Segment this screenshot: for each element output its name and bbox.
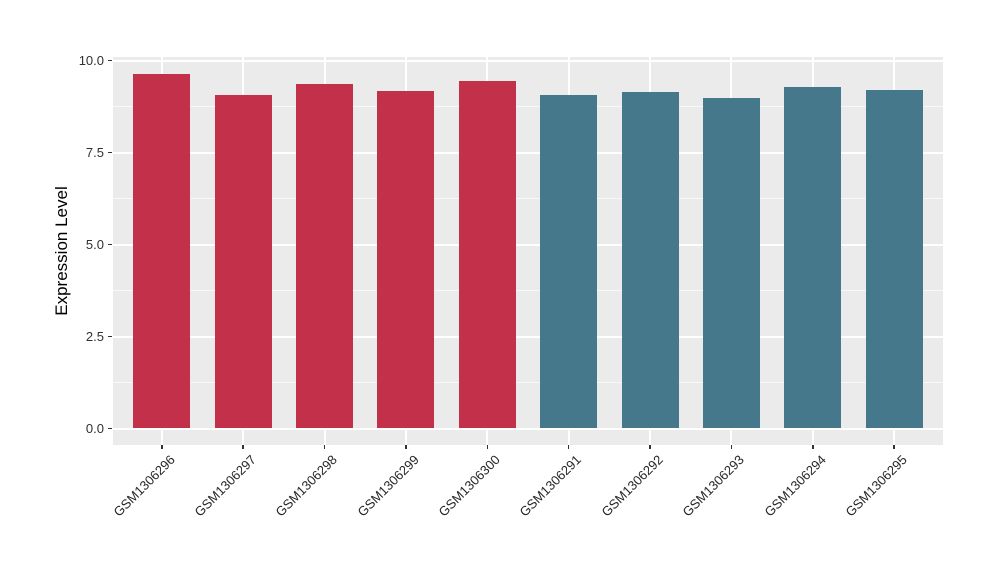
x-tick-mark xyxy=(649,445,651,449)
y-tick-label: 2.5 xyxy=(85,329,104,344)
chart-panel xyxy=(113,57,943,445)
bar-GSM1306295 xyxy=(865,89,923,429)
x-tick-mark xyxy=(567,445,570,449)
x-tick-mark xyxy=(323,445,326,449)
x-tick-label: GSM1306295 xyxy=(842,452,910,520)
gridline-horizontal-major xyxy=(113,243,943,246)
x-tick-mark xyxy=(812,445,814,449)
y-tick-label: 10.0 xyxy=(78,53,104,68)
x-tick-label: GSM1306297 xyxy=(191,452,259,520)
gridline-horizontal-major xyxy=(113,151,943,154)
y-tick-label: 7.5 xyxy=(85,145,104,160)
x-tick-label: GSM1306299 xyxy=(354,452,422,520)
gridline-horizontal-minor xyxy=(113,198,943,199)
bar-GSM1306291 xyxy=(540,95,598,429)
gridline-horizontal-major xyxy=(113,335,943,338)
x-tick-mark xyxy=(242,445,244,449)
bar-GSM1306293 xyxy=(702,97,760,429)
y-tick-mark xyxy=(108,59,112,62)
x-tick-label: GSM1306298 xyxy=(272,452,341,520)
gridline-horizontal-major xyxy=(113,59,943,62)
gridline-horizontal-major xyxy=(113,427,943,430)
y-tick-mark xyxy=(108,335,112,338)
x-tick-label: GSM1306294 xyxy=(761,452,829,520)
x-tick-label: GSM1306300 xyxy=(435,452,503,520)
y-tick-mark xyxy=(108,427,112,430)
y-tick-mark xyxy=(108,151,112,154)
bar-GSM1306300 xyxy=(458,81,516,429)
y-tick-mark xyxy=(108,243,112,246)
bar-GSM1306292 xyxy=(621,92,679,429)
bar-GSM1306297 xyxy=(214,95,272,429)
gridline-horizontal-minor xyxy=(113,382,943,383)
x-tick-label: GSM1306293 xyxy=(679,452,748,520)
x-tick-label: GSM1306292 xyxy=(598,452,666,520)
x-tick-mark xyxy=(405,445,407,449)
gridline-horizontal-minor xyxy=(113,106,943,107)
x-tick-mark xyxy=(893,445,895,449)
x-tick-mark xyxy=(730,445,733,449)
x-tick-label: GSM1306291 xyxy=(516,452,585,520)
bar-GSM1306298 xyxy=(296,83,354,429)
gridline-horizontal-minor xyxy=(113,290,943,291)
y-tick-label: 5.0 xyxy=(85,237,104,252)
bar-GSM1306294 xyxy=(784,87,842,429)
x-tick-label: GSM1306296 xyxy=(110,452,178,520)
y-tick-label: 0.0 xyxy=(85,421,104,436)
bar-GSM1306296 xyxy=(133,74,191,429)
bar-GSM1306299 xyxy=(377,90,435,429)
x-tick-mark xyxy=(486,445,489,449)
x-tick-mark xyxy=(161,445,163,449)
